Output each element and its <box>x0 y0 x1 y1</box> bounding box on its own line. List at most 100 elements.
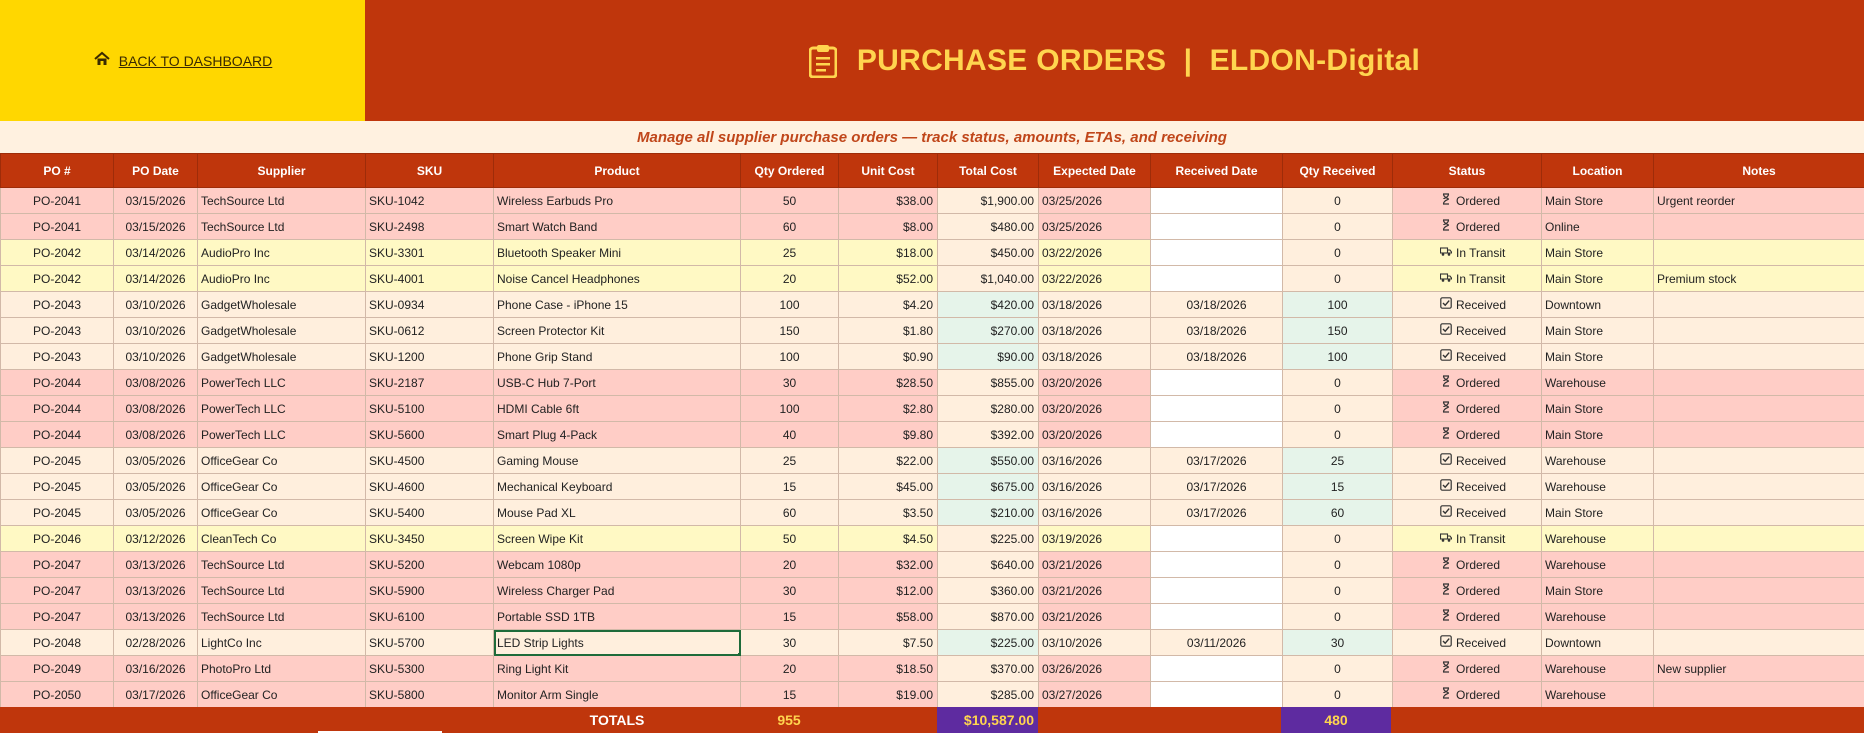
cell-qty-rec[interactable]: 0 <box>1282 187 1393 214</box>
cell-total[interactable]: $640.00 <box>937 551 1039 578</box>
column-header[interactable]: Unit Cost <box>838 153 938 188</box>
cell-supplier[interactable]: CleanTech Co <box>197 525 366 552</box>
cell-location[interactable]: Main Store <box>1541 239 1654 266</box>
cell-po[interactable]: PO-2048 <box>0 629 114 656</box>
cell-total[interactable]: $270.00 <box>937 317 1039 344</box>
cell-status[interactable]: Ordered <box>1392 603 1542 630</box>
cell-total[interactable]: $450.00 <box>937 239 1039 266</box>
cell-po[interactable]: PO-2047 <box>0 577 114 604</box>
cell-sku[interactable]: SKU-4001 <box>365 265 494 292</box>
cell-unit[interactable]: $45.00 <box>838 473 938 500</box>
cell-unit[interactable]: $19.00 <box>838 681 938 708</box>
cell-product[interactable]: Smart Plug 4-Pack <box>493 421 741 448</box>
cell-location[interactable]: Downtown <box>1541 629 1654 656</box>
cell-location[interactable]: Main Store <box>1541 577 1654 604</box>
cell-supplier[interactable]: OfficeGear Co <box>197 681 366 708</box>
column-header[interactable]: PO # <box>0 153 114 188</box>
cell-received-date[interactable] <box>1150 681 1283 708</box>
cell-notes[interactable] <box>1653 343 1864 370</box>
cell-product[interactable]: Screen Wipe Kit <box>493 525 741 552</box>
cell-po[interactable]: PO-2042 <box>0 265 114 292</box>
cell-notes[interactable] <box>1653 551 1864 578</box>
cell-expected[interactable]: 03/21/2026 <box>1038 603 1151 630</box>
column-header[interactable]: Status <box>1392 153 1542 188</box>
cell-unit[interactable]: $12.00 <box>838 577 938 604</box>
cell-expected[interactable]: 03/20/2026 <box>1038 395 1151 422</box>
column-header[interactable]: PO Date <box>113 153 198 188</box>
cell-qty-rec[interactable]: 0 <box>1282 577 1393 604</box>
cell-qty[interactable]: 60 <box>740 499 839 526</box>
cell-notes[interactable] <box>1653 577 1864 604</box>
cell-supplier[interactable]: TechSource Ltd <box>197 551 366 578</box>
cell-total[interactable]: $870.00 <box>937 603 1039 630</box>
cell-received-date[interactable] <box>1150 655 1283 682</box>
cell-po[interactable]: PO-2042 <box>0 239 114 266</box>
cell-product[interactable]: Gaming Mouse <box>493 447 741 474</box>
cell-sku[interactable]: SKU-6100 <box>365 603 494 630</box>
cell-expected[interactable]: 03/21/2026 <box>1038 551 1151 578</box>
cell-expected[interactable]: 03/18/2026 <box>1038 291 1151 318</box>
cell-qty[interactable]: 50 <box>740 525 839 552</box>
cell-sku[interactable]: SKU-5700 <box>365 629 494 656</box>
cell-qty[interactable]: 25 <box>740 447 839 474</box>
cell-qty[interactable]: 15 <box>740 473 839 500</box>
cell-product[interactable]: Monitor Arm Single <box>493 681 741 708</box>
cell-total[interactable]: $1,900.00 <box>937 187 1039 214</box>
cell-status[interactable]: Received <box>1392 447 1542 474</box>
cell-po-date[interactable]: 03/08/2026 <box>113 395 198 422</box>
cell-sku[interactable]: SKU-5600 <box>365 421 494 448</box>
cell-status[interactable]: Ordered <box>1392 551 1542 578</box>
cell-status[interactable]: Ordered <box>1392 577 1542 604</box>
cell-product[interactable]: Screen Protector Kit <box>493 317 741 344</box>
cell-po-date[interactable]: 03/17/2026 <box>113 681 198 708</box>
cell-total[interactable]: $225.00 <box>937 629 1039 656</box>
cell-location[interactable]: Warehouse <box>1541 473 1654 500</box>
cell-received-date[interactable] <box>1150 525 1283 552</box>
cell-qty-rec[interactable]: 100 <box>1282 343 1393 370</box>
cell-po[interactable]: PO-2044 <box>0 421 114 448</box>
cell-expected[interactable]: 03/27/2026 <box>1038 681 1151 708</box>
cell-product[interactable]: Phone Grip Stand <box>493 343 741 370</box>
cell-product[interactable]: Noise Cancel Headphones <box>493 265 741 292</box>
cell-product[interactable]: Bluetooth Speaker Mini <box>493 239 741 266</box>
cell-sku[interactable]: SKU-4500 <box>365 447 494 474</box>
cell-received-date[interactable] <box>1150 187 1283 214</box>
cell-notes[interactable] <box>1653 421 1864 448</box>
cell-qty-rec[interactable]: 100 <box>1282 291 1393 318</box>
cell-po[interactable]: PO-2044 <box>0 369 114 396</box>
cell-unit[interactable]: $9.80 <box>838 421 938 448</box>
cell-qty[interactable]: 30 <box>740 629 839 656</box>
cell-product[interactable]: Wireless Earbuds Pro <box>493 187 741 214</box>
cell-status[interactable]: Received <box>1392 473 1542 500</box>
cell-supplier[interactable]: PowerTech LLC <box>197 369 366 396</box>
cell-po[interactable]: PO-2043 <box>0 291 114 318</box>
cell-po[interactable]: PO-2045 <box>0 499 114 526</box>
cell-notes[interactable] <box>1653 447 1864 474</box>
cell-expected[interactable]: 03/16/2026 <box>1038 499 1151 526</box>
column-header[interactable]: Total Cost <box>937 153 1039 188</box>
cell-location[interactable]: Downtown <box>1541 291 1654 318</box>
cell-sku[interactable]: SKU-3450 <box>365 525 494 552</box>
column-header[interactable]: Product <box>493 153 741 188</box>
cell-notes[interactable] <box>1653 681 1864 708</box>
cell-po-date[interactable]: 03/10/2026 <box>113 291 198 318</box>
cell-qty[interactable]: 60 <box>740 213 839 240</box>
cell-sku[interactable]: SKU-5100 <box>365 395 494 422</box>
cell-sku[interactable]: SKU-0612 <box>365 317 494 344</box>
totals-qty-received[interactable]: 480 <box>1281 707 1391 733</box>
cell-supplier[interactable]: PowerTech LLC <box>197 395 366 422</box>
cell-location[interactable]: Main Store <box>1541 187 1654 214</box>
cell-expected[interactable]: 03/20/2026 <box>1038 421 1151 448</box>
cell-unit[interactable]: $4.50 <box>838 525 938 552</box>
cell-expected[interactable]: 03/19/2026 <box>1038 525 1151 552</box>
cell-notes[interactable] <box>1653 499 1864 526</box>
cell-location[interactable]: Main Store <box>1541 317 1654 344</box>
cell-supplier[interactable]: OfficeGear Co <box>197 447 366 474</box>
cell-notes[interactable] <box>1653 603 1864 630</box>
cell-notes[interactable]: New supplier <box>1653 655 1864 682</box>
cell-total[interactable]: $280.00 <box>937 395 1039 422</box>
cell-qty-rec[interactable]: 0 <box>1282 421 1393 448</box>
cell-po[interactable]: PO-2045 <box>0 473 114 500</box>
cell-unit[interactable]: $8.00 <box>838 213 938 240</box>
cell-received-date[interactable] <box>1150 577 1283 604</box>
